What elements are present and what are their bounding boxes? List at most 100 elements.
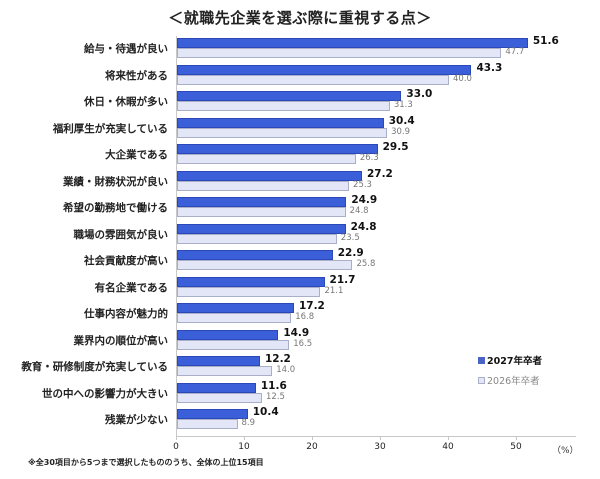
value-label-2027: 27.2 — [366, 167, 393, 180]
bar-2026 — [177, 154, 356, 164]
x-tick-label: 10 — [238, 442, 250, 452]
category-label: 休日・休暇が多い — [84, 96, 168, 108]
bar-row: 希望の勤務地で働ける 24.9 24.8 — [0, 194, 600, 221]
bar-row: 残業が少ない 10.4 8.9 — [0, 406, 600, 433]
value-label-2026: 16.8 — [295, 312, 315, 322]
value-label-2027: 21.7 — [329, 273, 356, 286]
category-label: 業績・財務状況が良い — [63, 175, 168, 188]
y-axis-line — [176, 36, 177, 436]
legend-item-2027: 2027年卒者 — [478, 350, 542, 370]
x-tick-mark — [244, 436, 245, 440]
bar-2027 — [177, 91, 402, 101]
bar-2026 — [177, 101, 390, 111]
bar-2027 — [177, 382, 256, 393]
x-tick-label: 0 — [173, 442, 179, 452]
category-label: 希望の勤務地で働ける — [63, 202, 168, 214]
legend-item-2026: 2026年卒者 — [478, 370, 542, 390]
value-label-2026: 31.3 — [393, 100, 413, 110]
legend-swatch-2027-icon — [478, 356, 485, 364]
x-tick-mark — [380, 436, 381, 440]
category-label: 福利厚生が充実している — [52, 122, 168, 135]
value-label-2027: 11.6 — [260, 379, 287, 392]
bar-2026 — [177, 74, 449, 85]
value-label-2026: 25.8 — [356, 259, 376, 269]
category-label: 残業が少ない — [105, 414, 168, 426]
bar-row: 業界内の順位が高い 14.9 16.5 — [0, 327, 600, 354]
x-axis-unit: （%） — [552, 446, 579, 456]
x-tick-mark — [176, 436, 177, 440]
value-label-2026: 26.3 — [359, 153, 379, 163]
x-tick-label: 20 — [306, 442, 318, 452]
value-label-2026: 14.0 — [276, 365, 296, 375]
value-label-2027: 33.0 — [406, 88, 433, 100]
value-label-2027: 43.3 — [476, 61, 503, 74]
bar-row: 仕事内容が魅力的 17.2 16.8 — [0, 300, 600, 327]
bar-row: 休日・休暇が多い 33.0 31.3 — [0, 88, 600, 115]
bar-row: 大企業である 29.5 26.3 — [0, 141, 600, 168]
value-label-2026: 8.9 — [241, 418, 256, 428]
bar-2027 — [177, 117, 384, 128]
bar-2026 — [177, 286, 321, 297]
bar-2026 — [177, 207, 346, 217]
x-tick-label: 30 — [374, 442, 386, 452]
value-label-2026: 40.0 — [453, 73, 472, 84]
bar-2027 — [177, 197, 347, 207]
bar-row: 業績・財務状況が良い 27.2 25.3 — [0, 167, 600, 195]
bar-row: 福利厚生が充実している 30.4 30.9 — [0, 114, 600, 142]
category-label: 業界内の順位が高い — [73, 334, 169, 347]
value-label-2026: 47.7 — [505, 47, 525, 57]
category-label: 社会貢献度が高い — [84, 255, 168, 267]
value-label-2027: 17.2 — [298, 300, 325, 312]
bar-2026 — [177, 366, 273, 376]
value-label-2027: 30.4 — [388, 114, 415, 127]
bar-2026 — [177, 313, 292, 323]
footnote: ※全30項目から5つまで選択したもののうち、全体の上位15項目 — [28, 458, 264, 467]
category-label: 有名企業である — [94, 281, 168, 294]
category-label: 仕事内容が魅力的 — [84, 308, 168, 320]
category-label: 教育・研修制度が充実している — [21, 361, 168, 373]
bar-2026 — [177, 419, 238, 429]
bar-2027 — [177, 276, 325, 287]
value-label-2026: 16.5 — [293, 338, 313, 349]
bar-2027 — [177, 250, 333, 260]
value-label-2027: 12.2 — [264, 353, 291, 365]
value-label-2026: 12.5 — [266, 391, 285, 402]
value-label-2027: 24.9 — [351, 194, 378, 206]
category-label: 給与・待遇が良い — [84, 43, 168, 55]
bar-2027 — [177, 303, 294, 313]
bar-row: 職場の雰囲気が良い 24.8 23.5 — [0, 221, 600, 248]
value-label-2027: 51.6 — [532, 35, 559, 47]
bar-2027 — [177, 356, 260, 366]
legend-label-2027: 2027年卒者 — [487, 356, 542, 367]
category-label: 大企業である — [105, 149, 168, 161]
value-label-2027: 22.9 — [337, 247, 364, 259]
value-label-2026: 24.8 — [349, 206, 369, 216]
value-label-2026: 21.1 — [324, 285, 344, 296]
bar-2026 — [177, 48, 502, 58]
category-label: 世の中への影響力が大きい — [42, 387, 168, 400]
bar-row: 世の中への影響力が大きい 11.6 12.5 — [0, 379, 600, 407]
value-label-2026: 25.3 — [353, 179, 372, 190]
bar-2026 — [177, 180, 350, 191]
bar-row: 社会貢献度が高い 22.9 25.8 — [0, 247, 600, 274]
value-label-2027: 10.4 — [252, 406, 279, 418]
value-label-2026: 23.5 — [340, 232, 360, 243]
bar-2026 — [177, 127, 388, 138]
x-tick-label: 50 — [510, 442, 522, 452]
bar-2027 — [177, 64, 472, 75]
x-tick-mark — [516, 436, 517, 440]
bar-2027 — [177, 409, 248, 419]
bar-row: 教育・研修制度が充実している 12.2 14.0 — [0, 353, 600, 380]
x-tick-label: 40 — [442, 442, 454, 452]
bar-row: 有名企業である 21.7 21.1 — [0, 273, 600, 301]
bar-2027 — [177, 38, 528, 48]
x-axis-line — [176, 436, 576, 437]
bar-row: 将来性がある 43.3 40.0 — [0, 61, 600, 89]
bar-row: 給与・待遇が良い 51.6 47.7 — [0, 35, 600, 62]
x-tick-mark — [448, 436, 449, 440]
x-tick-mark — [312, 436, 313, 440]
value-label-2027: 29.5 — [382, 141, 409, 153]
bar-2027 — [177, 144, 378, 154]
chart-title: ＜就職先企業を選ぶ際に重視する点＞ — [168, 9, 432, 27]
category-label: 将来性がある — [105, 69, 168, 82]
